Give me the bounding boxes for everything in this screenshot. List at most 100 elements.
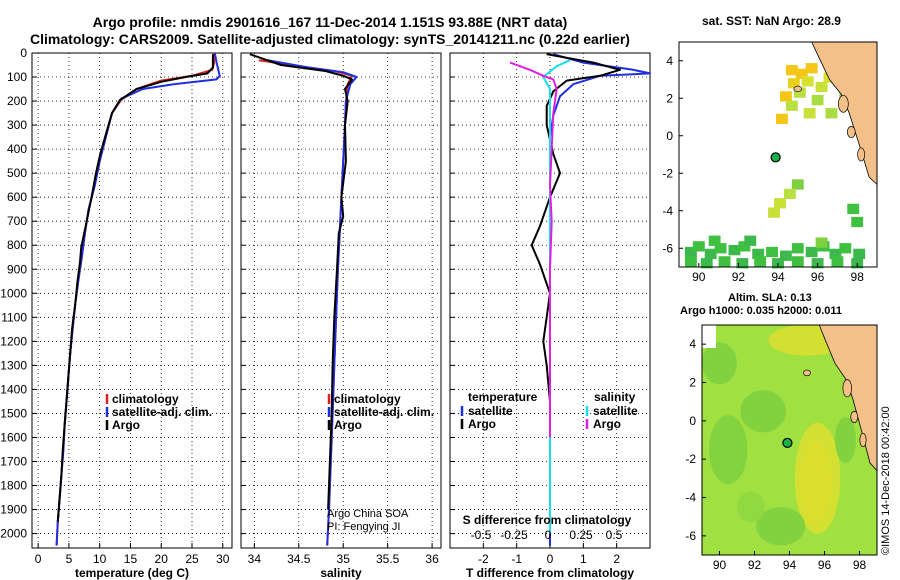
sla_map-xtick-label: 94 <box>783 558 797 572</box>
difference-xtick-label: -2 <box>478 552 489 566</box>
sst-pixel <box>684 256 697 267</box>
diff-top-tick-label: 0 <box>545 528 552 542</box>
depth-tick-label: 1000 <box>0 286 27 300</box>
sla_map-ytick-label: -4 <box>685 491 696 505</box>
sst-pixel <box>700 258 713 269</box>
sst-pixel <box>728 244 741 256</box>
sst-pixel <box>785 64 798 76</box>
sst_map-ytick-label: -4 <box>662 204 673 218</box>
sla_map-island <box>850 410 859 424</box>
sla-map-title: Altim. SLA: 0.13 <box>728 292 812 304</box>
sst_map-island <box>857 147 866 162</box>
depth-tick-label: 900 <box>7 262 27 276</box>
temperature-series-argo <box>56 54 214 522</box>
diff-legend-right-label: satellite <box>593 404 638 418</box>
sst-pixel <box>774 198 786 209</box>
sst-pixel <box>811 94 824 106</box>
temperature-legend-label: Argo <box>112 418 140 432</box>
figure-title-line-2: Climatology: CARS2009. Satellite-adjuste… <box>30 31 630 47</box>
sla-blob <box>835 417 856 463</box>
sla-blob <box>794 422 841 534</box>
temperature-xtick-label: 30 <box>216 552 230 566</box>
sst-pixel <box>839 243 852 254</box>
diff-top-tick-label: 0.25 <box>569 528 593 542</box>
difference-xlabel: T difference from climatology <box>466 566 634 580</box>
difference-series-t-satellite <box>549 53 651 546</box>
sla_map-ytick-label: 4 <box>689 337 696 351</box>
sst_map-ytick-label: 0 <box>666 129 673 143</box>
diff-top-axis-label: S difference from climatology <box>463 513 632 527</box>
sst_map-ytick-label: 2 <box>666 91 673 105</box>
sst-pixel <box>766 246 778 258</box>
sst-pixel <box>754 256 767 267</box>
difference-xtick-label: -1 <box>511 552 522 566</box>
salinity-xtick-label: 34.5 <box>287 552 311 566</box>
depth-tick-label: 200 <box>7 94 27 108</box>
sst_map-island <box>838 95 849 113</box>
sla-blob <box>740 390 786 433</box>
depth-tick-label: 1800 <box>0 479 27 493</box>
temperature-xtick-label: 20 <box>155 552 169 566</box>
salinity-frame <box>240 52 442 549</box>
salinity-series-climatology <box>258 59 354 546</box>
sst-pixel <box>776 113 788 125</box>
sla_map-island <box>842 379 852 398</box>
sla_map-island <box>859 432 867 448</box>
temperature-series-climatology <box>55 52 216 546</box>
depth-tick-label: 1400 <box>0 382 27 396</box>
salinity-xtick-label: 35.5 <box>376 552 400 566</box>
sst-pixel <box>831 256 844 267</box>
diff-legend-left-heading: temperature <box>468 390 538 404</box>
sla-blob <box>756 507 806 546</box>
sla-blob <box>709 415 748 485</box>
sst_map-argo-marker <box>770 152 781 163</box>
figure-title-line-1: Argo profile: nmdis 2901616_167 11-Dec-2… <box>92 14 568 30</box>
sla_map-xtick-label: 92 <box>748 558 762 572</box>
depth-tick-label: 1500 <box>0 406 27 420</box>
difference-series-t-argo <box>530 53 621 522</box>
depth-tick-label: 1900 <box>0 503 27 517</box>
sst_map-ytick-label: -2 <box>662 166 673 180</box>
depth-tick-label: 1700 <box>0 454 27 468</box>
depth-tick-label: 0 <box>20 46 27 60</box>
sst-pixel <box>787 78 800 89</box>
sst_map-xtick-label: 90 <box>692 270 706 284</box>
depth-tick-label: 500 <box>7 166 27 180</box>
sst-pixel <box>851 216 864 228</box>
sst-pixel <box>783 188 796 200</box>
salinity-xlabel: salinity <box>320 566 362 580</box>
sla_map-ytick-label: -6 <box>685 529 696 543</box>
temperature-xlabel: temperature (deg C) <box>75 566 189 580</box>
diff-legend-right-heading: salinity <box>594 390 636 404</box>
sst-pixel <box>708 235 721 246</box>
sst-pixel <box>803 108 816 119</box>
temperature-legend-label: satellite-adj. clim. <box>112 405 212 419</box>
sst-pixel <box>853 248 866 260</box>
sst-pixel <box>791 243 804 254</box>
temperature-xtick-label: 10 <box>93 552 107 566</box>
sst-pixel <box>805 246 818 258</box>
sla_map-ytick-label: 2 <box>689 376 696 390</box>
sla-mask <box>702 325 716 348</box>
difference-xtick-label: 2 <box>613 552 620 566</box>
sst-pixel <box>714 243 727 254</box>
depth-tick-label: 1300 <box>0 358 27 372</box>
depth-tick-label: 1100 <box>1 310 27 324</box>
diff-top-tick-label: -0.5 <box>471 528 492 542</box>
sst-pixel <box>791 256 804 267</box>
sst_map-ytick-label: -6 <box>662 241 673 255</box>
salinity-annotation: Argo China SOA <box>327 508 409 520</box>
depth-tick-label: 1200 <box>0 334 27 348</box>
temperature-series-satellite-adj-clim- <box>55 52 221 546</box>
temperature-xtick-label: 25 <box>185 552 199 566</box>
sla_map-argo-marker <box>782 437 793 448</box>
sla_map-xtick-label: 96 <box>818 558 832 572</box>
sst_map-ytick-label: 4 <box>666 54 673 68</box>
sst-pixel <box>744 235 757 246</box>
depth-tick-label: 400 <box>7 142 27 156</box>
sst-pixel <box>779 250 792 261</box>
depth-tick-label: 800 <box>7 238 27 252</box>
difference-xtick-label: 1 <box>580 552 587 566</box>
sst_map-island <box>793 85 803 93</box>
